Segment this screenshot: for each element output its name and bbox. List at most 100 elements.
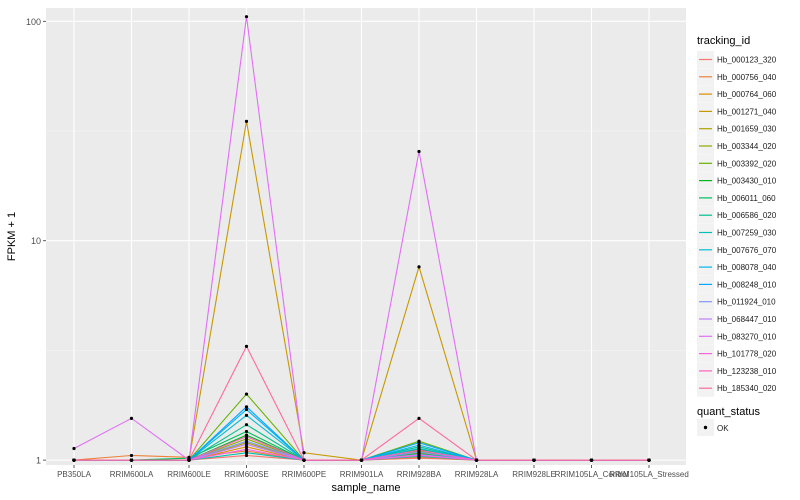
legend-label: Hb_000756_040 bbox=[717, 73, 777, 82]
data-point bbox=[244, 447, 249, 451]
data-point bbox=[72, 446, 76, 451]
data-point bbox=[244, 437, 249, 441]
data-point bbox=[244, 392, 249, 396]
y-axis-ticks: 1 10 100 bbox=[26, 17, 46, 466]
legend-item: Hb_003392_020 bbox=[697, 154, 777, 172]
legend-label: Hb_006586_020 bbox=[717, 211, 777, 220]
data-point bbox=[244, 445, 249, 449]
legend-label: Hb_185340_020 bbox=[717, 384, 777, 393]
legend-item: Hb_185340_020 bbox=[697, 379, 777, 397]
legend-item: Hb_008078_040 bbox=[697, 258, 777, 276]
data-point bbox=[244, 434, 249, 439]
legend-item: Hb_007259_030 bbox=[697, 224, 777, 241]
legend-label: Hb_011924_010 bbox=[717, 298, 776, 307]
legend-item: Hb_000123_320 bbox=[697, 51, 777, 68]
data-point bbox=[187, 458, 191, 462]
point-legend-dot bbox=[703, 425, 708, 430]
y-tick-label: 100 bbox=[26, 17, 41, 27]
legend-item: Hb_007676_070 bbox=[697, 241, 777, 259]
y-tick-label: 10 bbox=[31, 236, 41, 246]
data-point bbox=[417, 441, 421, 445]
x-tick-label: RRIM928BA bbox=[397, 470, 442, 479]
data-point bbox=[532, 458, 536, 462]
legend-label: Hb_003344_020 bbox=[717, 142, 777, 151]
legend-item: Hb_101778_020 bbox=[697, 345, 777, 363]
legend-label: Hb_083270_010 bbox=[717, 332, 777, 341]
legend-items: Hb_000123_320 Hb_000756_040 Hb_000764_060 H… bbox=[697, 51, 777, 397]
y-axis-label: FPKM + 1 bbox=[6, 212, 18, 261]
x-tick-label: RRIM105LA_Control bbox=[555, 470, 629, 479]
legend: tracking_id Hb_000123_320Hb_000756_040Hb… bbox=[697, 35, 777, 436]
x-axis-label: sample_name bbox=[331, 482, 400, 494]
data-point bbox=[129, 453, 134, 458]
point-legend-item: OK bbox=[697, 419, 729, 436]
x-tick-label: RRIM600LA bbox=[110, 470, 154, 479]
legend-label: Hb_003392_020 bbox=[717, 159, 777, 168]
data-point bbox=[302, 458, 306, 462]
data-point bbox=[589, 458, 594, 462]
data-point bbox=[474, 458, 479, 462]
legend-label: Hb_001659_030 bbox=[717, 125, 777, 134]
legend-label: Hb_008078_040 bbox=[717, 263, 777, 272]
x-tick-label: RRIM600LE bbox=[167, 470, 211, 479]
data-point bbox=[244, 423, 249, 427]
legend-item: Hb_003344_020 bbox=[697, 137, 777, 155]
data-point bbox=[244, 439, 249, 443]
point-legend-title: quant_status bbox=[697, 406, 760, 418]
series-points bbox=[72, 15, 651, 462]
data-point bbox=[244, 413, 249, 417]
point-legend-label: OK bbox=[717, 424, 729, 433]
x-tick-label: RRIM105LA_Stressed bbox=[609, 470, 689, 479]
data-point bbox=[417, 416, 421, 420]
y-tick-label: 1 bbox=[36, 456, 41, 466]
x-tick-label: PB350LA bbox=[57, 470, 91, 479]
legend-item: Hb_006586_020 bbox=[697, 206, 777, 224]
legend-label: Hb_007259_030 bbox=[717, 229, 777, 238]
data-point bbox=[417, 443, 421, 447]
legend-item: Hb_006011_060 bbox=[697, 189, 776, 207]
data-point bbox=[417, 448, 421, 452]
legend-label: Hb_123238_010 bbox=[717, 367, 777, 376]
legend-item: Hb_001659_030 bbox=[697, 120, 777, 138]
legend-item: Hb_123238_010 bbox=[697, 362, 777, 380]
data-point bbox=[244, 119, 249, 123]
legend-label: Hb_007676_070 bbox=[717, 246, 777, 255]
legend-item: Hb_068447_010 bbox=[697, 310, 777, 328]
x-tick-label: RRIM928LA bbox=[455, 470, 499, 479]
legend-item: Hb_000764_060 bbox=[697, 85, 777, 103]
x-axis-ticks: PB350LA RRIM600LA RRIM600LE RRIM600SE RRIM60… bbox=[57, 465, 689, 479]
data-point bbox=[129, 458, 134, 462]
legend-item: Hb_001271_040 bbox=[697, 102, 777, 120]
data-point bbox=[244, 429, 249, 434]
legend-label: Hb_001271_040 bbox=[717, 107, 777, 116]
x-tick-label: RRIM928LE bbox=[512, 470, 556, 479]
data-point bbox=[244, 442, 249, 446]
legend-label: Hb_003430_010 bbox=[717, 177, 777, 186]
x-tick-label: RRIM901LA bbox=[340, 470, 384, 479]
data-point bbox=[359, 458, 364, 462]
data-point bbox=[417, 149, 421, 154]
data-point bbox=[244, 344, 249, 348]
data-point bbox=[417, 453, 421, 458]
legend-label: Hb_101778_020 bbox=[717, 350, 777, 359]
grid-minor bbox=[46, 130, 686, 351]
data-point bbox=[244, 407, 249, 412]
legend-item: Hb_083270_010 bbox=[697, 327, 777, 345]
legend-title: tracking_id bbox=[697, 35, 750, 47]
legend-item: Hb_008248_010 bbox=[697, 275, 777, 293]
data-point bbox=[647, 458, 651, 462]
legend-label: Hb_008248_010 bbox=[717, 280, 777, 289]
legend-item: Hb_003430_010 bbox=[697, 172, 777, 190]
legend-label: Hb_000123_320 bbox=[717, 56, 777, 65]
x-tick-label: RRIM600PE bbox=[282, 470, 326, 479]
data-point bbox=[129, 416, 134, 420]
legend-label: Hb_068447_010 bbox=[717, 315, 777, 324]
legend-label: Hb_006011_060 bbox=[717, 194, 776, 203]
data-point bbox=[244, 451, 249, 455]
x-tick-label: RRIM600SE bbox=[224, 470, 268, 479]
data-point bbox=[244, 15, 249, 19]
data-point bbox=[72, 458, 76, 462]
data-point bbox=[302, 451, 306, 455]
legend-item: Hb_000756_040 bbox=[697, 68, 777, 86]
